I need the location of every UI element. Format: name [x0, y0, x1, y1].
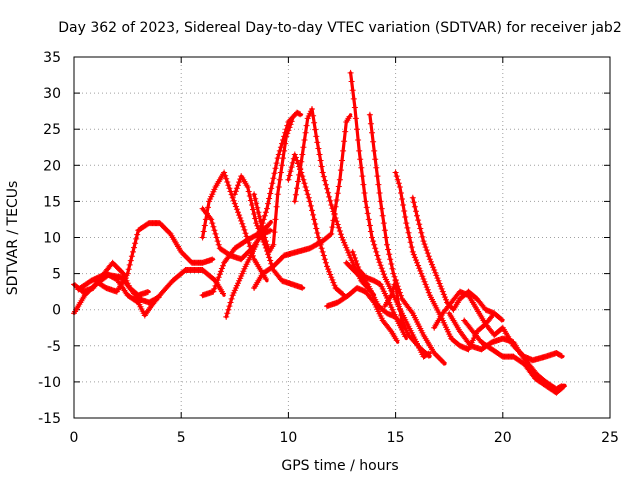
plot-frame — [73, 56, 611, 419]
series-arc-17 — [349, 248, 409, 341]
x-tick-label: 25 — [601, 430, 619, 446]
x-tick-label: 0 — [70, 430, 79, 446]
x-tick-label: 5 — [177, 430, 186, 446]
series-arc-4 — [75, 267, 226, 319]
x-tick-label: 20 — [494, 430, 512, 446]
y-tick-label: 0 — [52, 303, 61, 319]
y-tick-label: 10 — [43, 231, 61, 247]
chart-title: Day 362 of 2023, Sidereal Day-to-day VTE… — [58, 20, 621, 36]
x-tick-label: 15 — [387, 430, 405, 446]
data-series — [71, 69, 567, 396]
y-tick-label: 15 — [43, 194, 61, 210]
y-axis-label: SDTVAR / TECUs — [5, 181, 21, 296]
y-tick-label: -5 — [47, 339, 61, 355]
series-markers — [324, 285, 400, 344]
y-tick-label: -15 — [38, 411, 61, 427]
series-arc-11 — [251, 113, 353, 291]
series-arc-13 — [285, 151, 347, 298]
y-tick-label: 25 — [43, 122, 61, 138]
axis-ticks: 0 5 10 15 20 25 -15 -10 -5 0 5 10 15 20 25 30 35 — [38, 50, 619, 446]
series-arc-24 — [461, 317, 567, 396]
series-markers — [366, 111, 447, 366]
x-axis-label: GPS time / hours — [281, 458, 398, 474]
series-markers — [251, 113, 353, 291]
y-tick-label: -10 — [38, 375, 61, 391]
series-markers — [461, 317, 567, 396]
y-tick-label: 35 — [43, 50, 61, 66]
series-arc-23 — [446, 310, 565, 393]
series-markers — [392, 169, 505, 353]
y-tick-label: 20 — [43, 158, 61, 174]
series-markers — [381, 277, 432, 359]
x-tick-label: 10 — [279, 430, 297, 446]
series-arc-14 — [324, 285, 400, 344]
series-arc-19 — [381, 277, 432, 359]
y-tick-label: 30 — [43, 86, 61, 102]
y-tick-label: 5 — [52, 267, 61, 283]
series-markers — [285, 151, 347, 298]
series-markers — [75, 267, 226, 319]
